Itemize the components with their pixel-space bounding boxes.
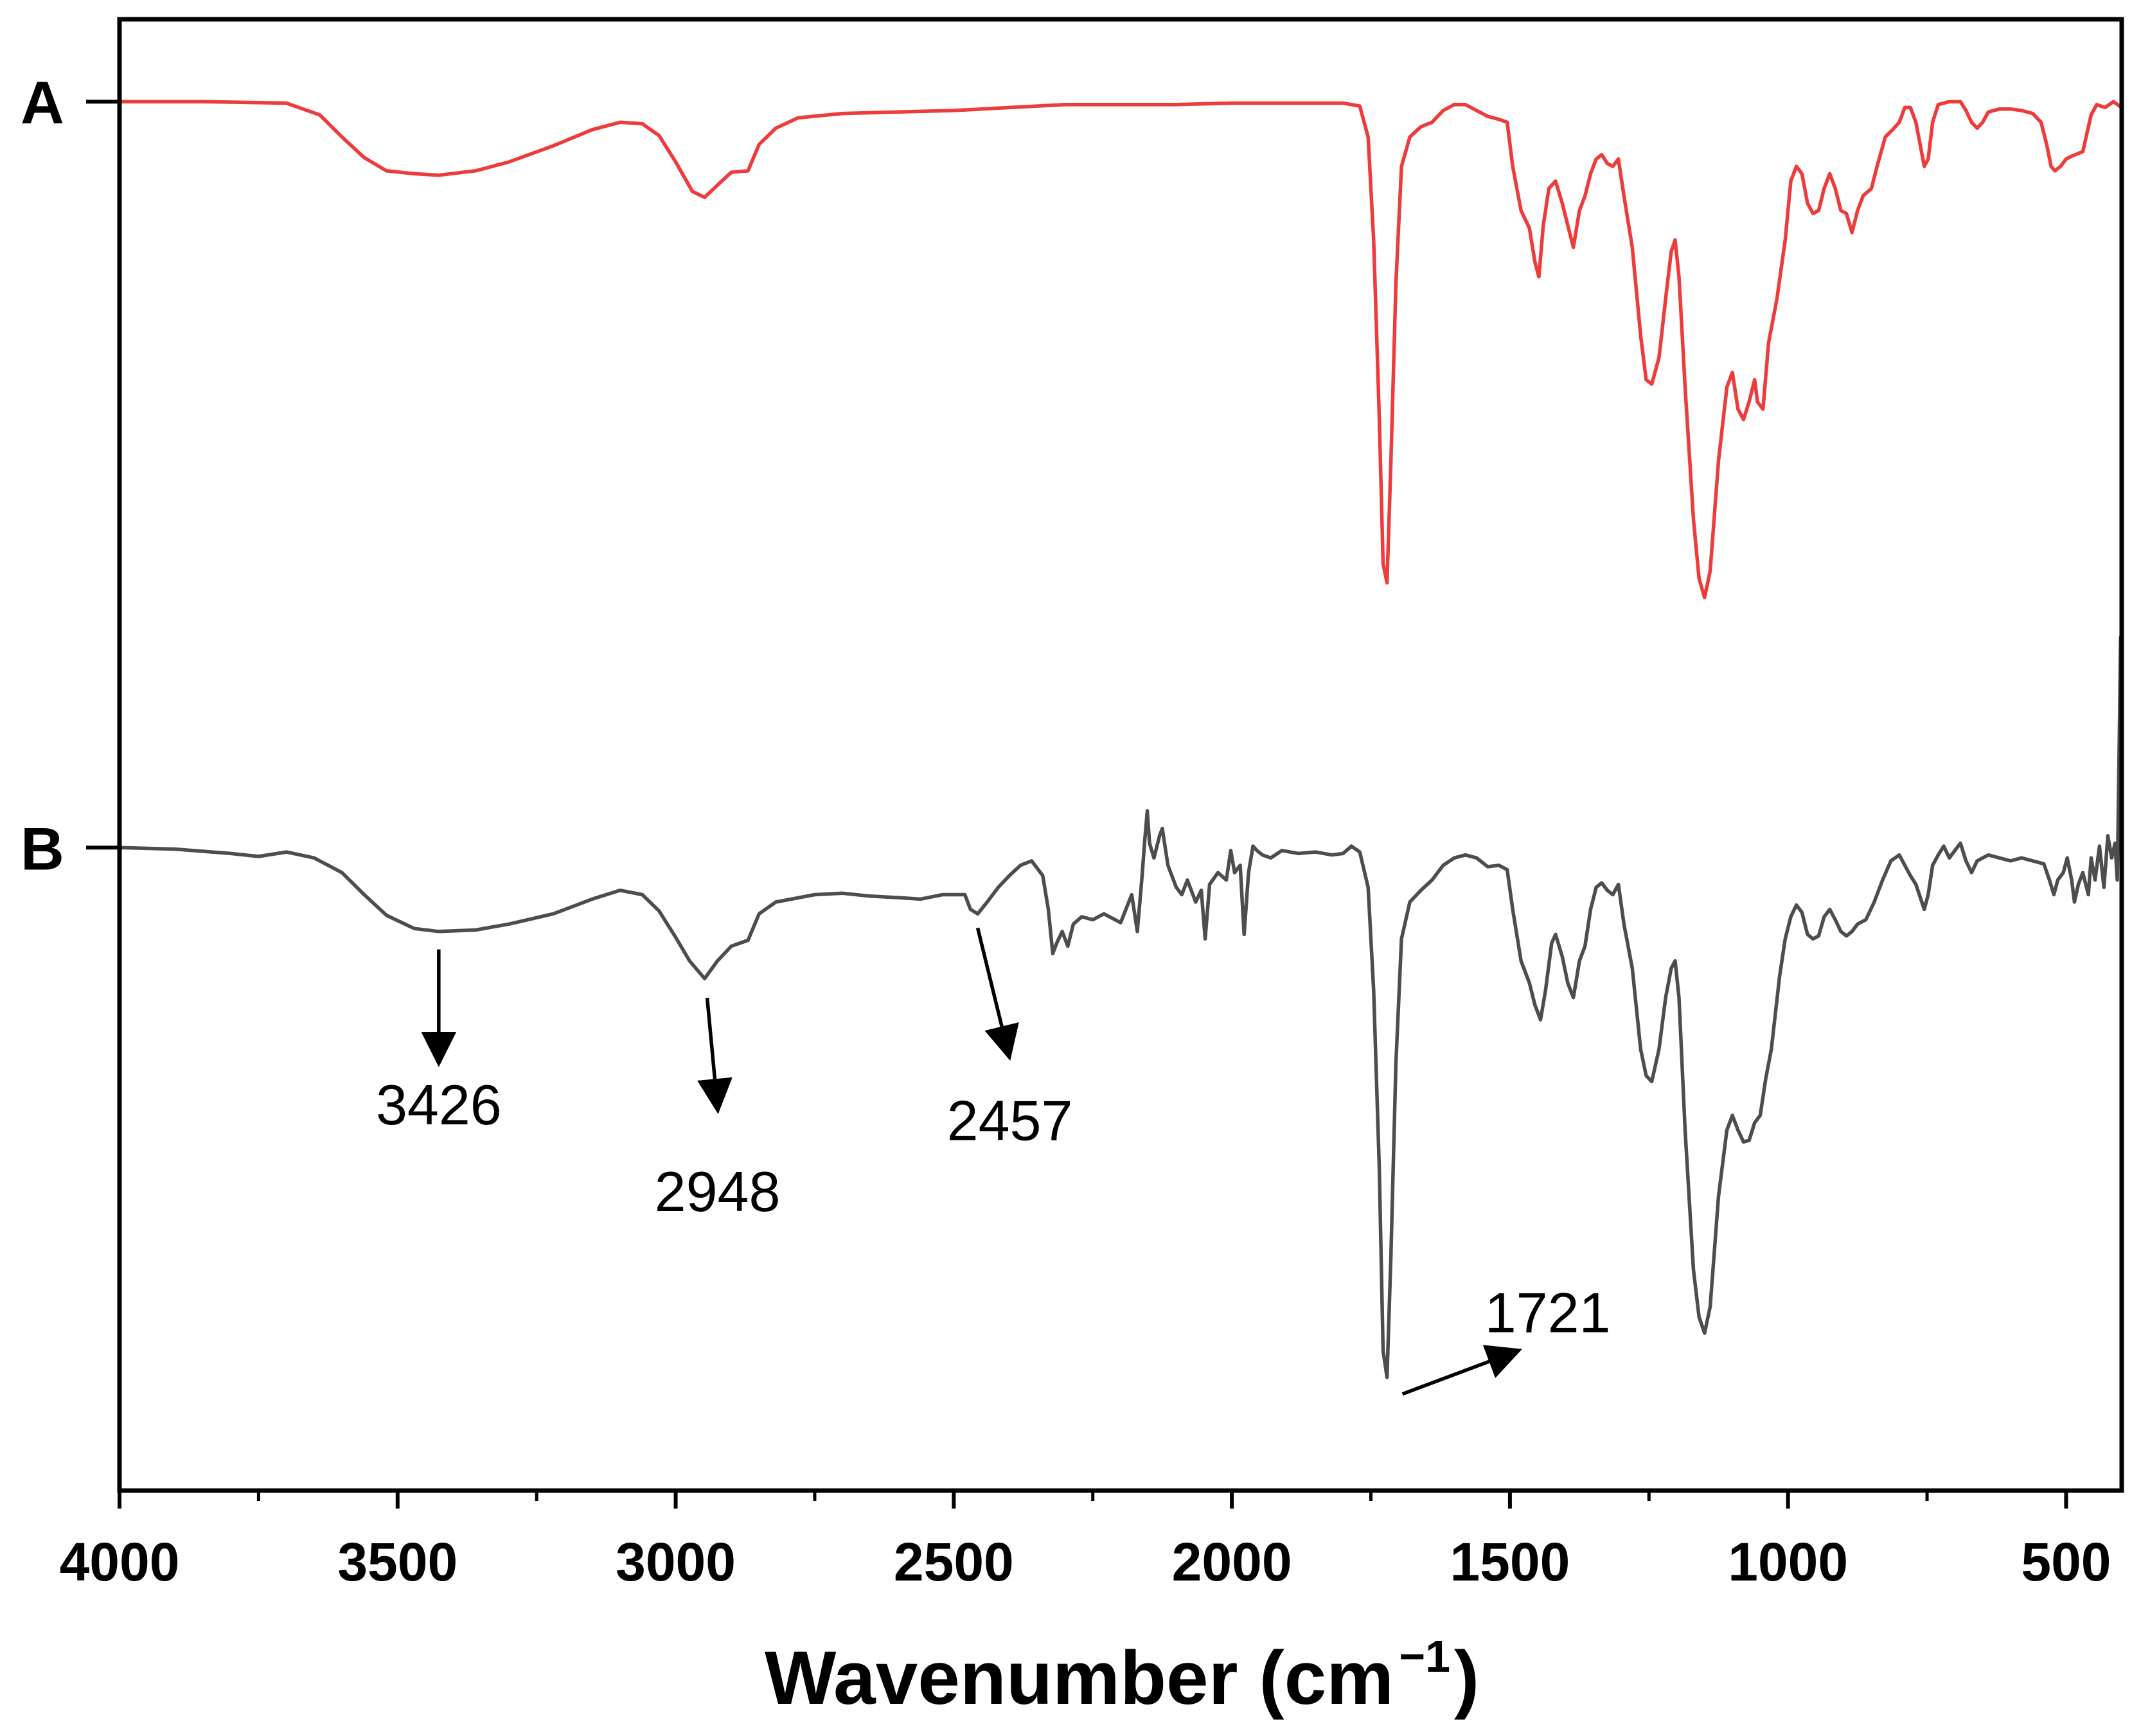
annotation-arrow-2457	[975, 927, 1019, 1061]
x-axis: 4000 3500 3000 2500 2000 1500 1000 500	[60, 1491, 2111, 1592]
series-layer	[118, 100, 2124, 1379]
series-label-b: B	[21, 815, 64, 882]
x-tick-label: 1500	[1450, 1532, 1570, 1592]
x-tick-label: 500	[2021, 1532, 2111, 1592]
series-line-a	[118, 100, 2124, 599]
x-tick-label: 3500	[337, 1532, 457, 1592]
series-labels: AB	[21, 69, 120, 882]
annotation-label-3426: 3426	[376, 1073, 502, 1137]
x-tick-label: 2500	[894, 1532, 1014, 1592]
series-line-b	[118, 635, 2124, 1379]
x-tick-label: 1000	[1728, 1532, 1848, 1592]
x-tick-label: 2000	[1172, 1532, 1292, 1592]
x-axis-title: Wavenumber (cm −1)	[765, 1631, 1479, 1721]
annotation-label-1721: 1721	[1485, 1281, 1611, 1345]
x-tick-label: 3000	[616, 1532, 736, 1592]
annotation-label-2457: 2457	[947, 1088, 1073, 1152]
series-label-a: A	[21, 69, 64, 136]
plot-frame	[117, 17, 2124, 1493]
x-tick-label: 4000	[60, 1532, 180, 1592]
annotation-arrow-2948	[697, 997, 733, 1115]
annotation-arrow-1721	[1401, 1345, 1522, 1396]
annotation-label-2948: 2948	[655, 1160, 781, 1223]
peak-annotations: 3426 2948 2457 1721	[376, 927, 1611, 1396]
